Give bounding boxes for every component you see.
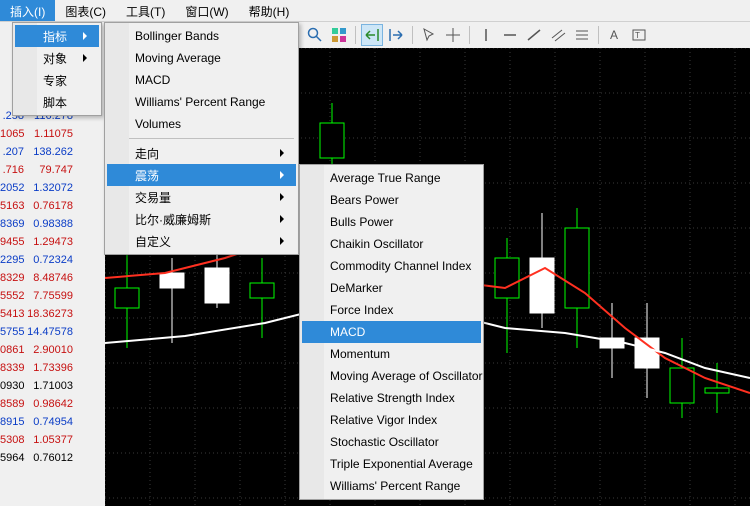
osc-item[interactable]: Bears Power bbox=[302, 189, 481, 211]
menu-item-macd[interactable]: MACD bbox=[107, 69, 296, 91]
menu-item-objects[interactable]: 对象 bbox=[15, 47, 99, 69]
quote-cell: 0930 bbox=[0, 377, 26, 395]
vline-icon[interactable] bbox=[475, 24, 497, 46]
quote-cell: 5413 bbox=[0, 305, 26, 323]
quote-cell: 1.05377 bbox=[26, 431, 74, 449]
menu-item-indicators[interactable]: 指标 bbox=[15, 25, 99, 47]
quote-cell: .207 bbox=[0, 143, 26, 161]
menu-item-bollinger[interactable]: Bollinger Bands bbox=[107, 25, 296, 47]
quote-cell: 18.36273 bbox=[26, 305, 74, 323]
equidistant-icon[interactable] bbox=[547, 24, 569, 46]
svg-text:A: A bbox=[610, 28, 618, 42]
quote-cell: 5163 bbox=[0, 197, 26, 215]
osc-item[interactable]: Relative Vigor Index bbox=[302, 409, 481, 431]
osc-item[interactable]: Average True Range bbox=[302, 167, 481, 189]
quote-cell: 8329 bbox=[0, 269, 26, 287]
menu-item-volumes-cat[interactable]: 交易量 bbox=[107, 186, 296, 208]
quote-cell: 5755 bbox=[0, 323, 26, 341]
osc-item[interactable]: Bulls Power bbox=[302, 211, 481, 233]
osc-item[interactable]: Relative Strength Index bbox=[302, 387, 481, 409]
menu-item-wpr[interactable]: Williams' Percent Range bbox=[107, 91, 296, 113]
shift-left-icon[interactable] bbox=[361, 24, 383, 46]
quote-cell: 1.11075 bbox=[26, 125, 74, 143]
quote-cell: 79.747 bbox=[26, 161, 74, 179]
osc-item[interactable]: Moving Average of Oscillator bbox=[302, 365, 481, 387]
svg-text:T: T bbox=[635, 31, 640, 40]
menu-item-billwilliams[interactable]: 比尔·威廉姆斯 bbox=[107, 208, 296, 230]
quote-cell: 0.76178 bbox=[26, 197, 74, 215]
osc-item[interactable]: DeMarker bbox=[302, 277, 481, 299]
osc-item[interactable]: Stochastic Oscillator bbox=[302, 431, 481, 453]
quote-cell: 8339 bbox=[0, 359, 26, 377]
menu-insert[interactable]: 插入(I) bbox=[0, 0, 55, 21]
quote-cell: 8369 bbox=[0, 215, 26, 233]
quote-cell: 138.262 bbox=[26, 143, 74, 161]
zoom-icon[interactable] bbox=[304, 24, 326, 46]
quote-cell: 0.98642 bbox=[26, 395, 74, 413]
quote-cell: 0.74954 bbox=[26, 413, 74, 431]
quote-cell: 5964 bbox=[0, 449, 26, 467]
quote-cell: 1.32072 bbox=[26, 179, 74, 197]
menu-item-oscillators[interactable]: 震荡 bbox=[107, 164, 296, 186]
label-icon[interactable]: T bbox=[628, 24, 650, 46]
osc-item[interactable]: Williams' Percent Range bbox=[302, 475, 481, 497]
quote-cell: 7.75599 bbox=[26, 287, 74, 305]
quotes-panel: .258116.27810651.11075.207138.262.71679.… bbox=[0, 107, 76, 467]
menu-item-custom[interactable]: 自定义 bbox=[107, 230, 296, 252]
menu-item-ma[interactable]: Moving Average bbox=[107, 47, 296, 69]
quote-cell: 5552 bbox=[0, 287, 26, 305]
quote-cell: 5308 bbox=[0, 431, 26, 449]
indicators-menu: Bollinger Bands Moving Average MACD Will… bbox=[104, 22, 299, 255]
shift-right-icon[interactable] bbox=[385, 24, 407, 46]
menubar: 插入(I) 图表(C) 工具(T) 窗口(W) 帮助(H) bbox=[0, 0, 750, 22]
menu-item-scripts[interactable]: 脚本 bbox=[15, 91, 99, 113]
menu-chart[interactable]: 图表(C) bbox=[55, 0, 116, 21]
quote-cell: 0861 bbox=[0, 341, 26, 359]
quote-cell: 2.90010 bbox=[26, 341, 74, 359]
quote-cell: 8.48746 bbox=[26, 269, 74, 287]
quote-cell: 2295 bbox=[0, 251, 26, 269]
quote-cell: 1.29473 bbox=[26, 233, 74, 251]
quote-cell: 8589 bbox=[0, 395, 26, 413]
quote-cell: 1.71003 bbox=[26, 377, 74, 395]
osc-item[interactable]: Momentum bbox=[302, 343, 481, 365]
quote-cell: .716 bbox=[0, 161, 26, 179]
insert-menu: 指标 对象 专家 脚本 bbox=[12, 22, 102, 116]
osc-item[interactable]: Commodity Channel Index bbox=[302, 255, 481, 277]
oscillators-menu: Average True RangeBears PowerBulls Power… bbox=[299, 164, 484, 500]
quote-cell: 14.47578 bbox=[26, 323, 74, 341]
menu-window[interactable]: 窗口(W) bbox=[175, 0, 238, 21]
quote-cell: 0.76012 bbox=[26, 449, 74, 467]
osc-item[interactable]: MACD bbox=[302, 321, 481, 343]
osc-item[interactable]: Force Index bbox=[302, 299, 481, 321]
hline-icon[interactable] bbox=[499, 24, 521, 46]
quote-cell: 8915 bbox=[0, 413, 26, 431]
quote-cell: 2052 bbox=[0, 179, 26, 197]
menu-item-trend[interactable]: 走向 bbox=[107, 142, 296, 164]
osc-item[interactable]: Chaikin Oscillator bbox=[302, 233, 481, 255]
menu-tools[interactable]: 工具(T) bbox=[116, 0, 175, 21]
menu-item-experts[interactable]: 专家 bbox=[15, 69, 99, 91]
text-icon[interactable]: A bbox=[604, 24, 626, 46]
grid-icon[interactable] bbox=[328, 24, 350, 46]
cursor-icon[interactable] bbox=[418, 24, 440, 46]
crosshair-icon[interactable] bbox=[442, 24, 464, 46]
menu-help[interactable]: 帮助(H) bbox=[239, 0, 300, 21]
quote-cell: 1.73396 bbox=[26, 359, 74, 377]
fibo-icon[interactable] bbox=[571, 24, 593, 46]
quote-cell: 9455 bbox=[0, 233, 26, 251]
trendline-icon[interactable] bbox=[523, 24, 545, 46]
quote-cell: 0.72324 bbox=[26, 251, 74, 269]
menu-item-volumes[interactable]: Volumes bbox=[107, 113, 296, 135]
osc-item[interactable]: Triple Exponential Average bbox=[302, 453, 481, 475]
quote-cell: 0.98388 bbox=[26, 215, 74, 233]
quote-cell: 1065 bbox=[0, 125, 26, 143]
toolbar: A T bbox=[300, 22, 654, 48]
